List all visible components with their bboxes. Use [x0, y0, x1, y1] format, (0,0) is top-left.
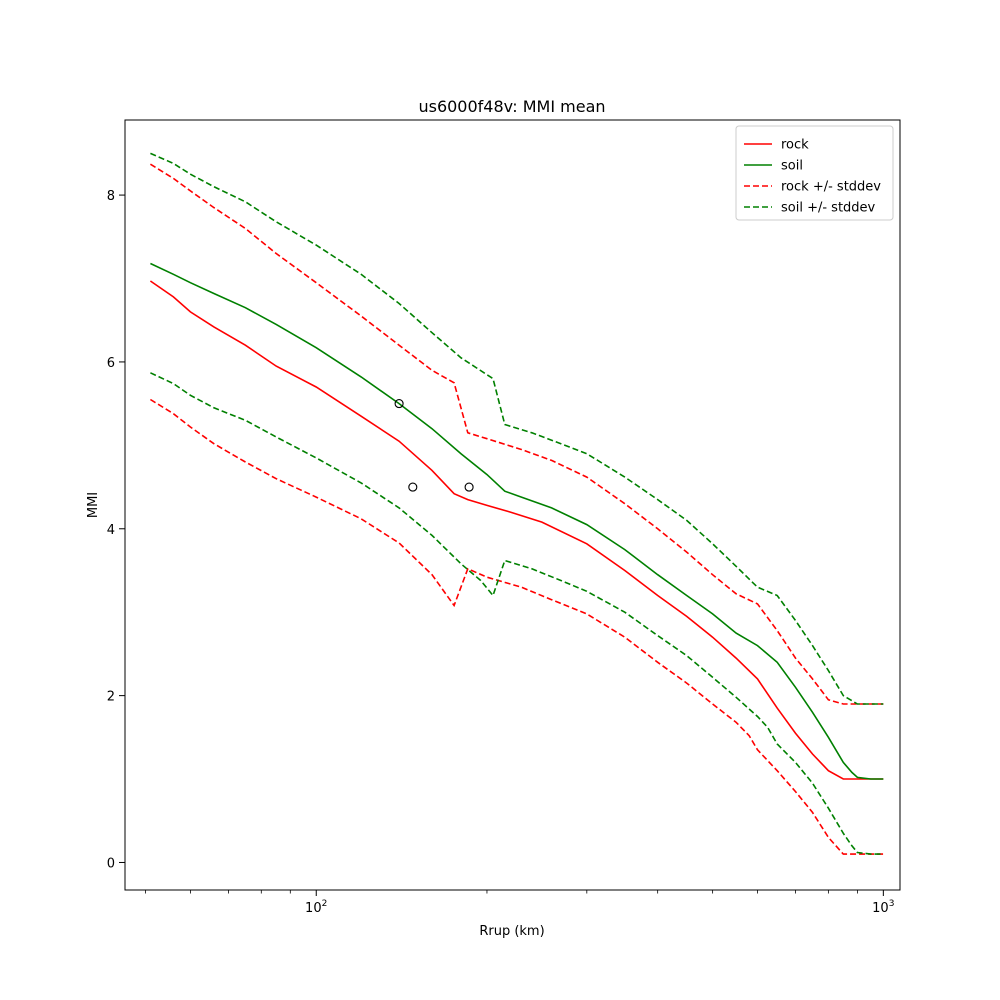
series-line-soil-stddev-lower [150, 372, 884, 855]
series-layer [149, 152, 884, 855]
y-tick-label: 4 [107, 523, 115, 538]
observation-marker-3 [464, 482, 474, 492]
y-axis-label: MMI [86, 492, 101, 518]
series-line-rock [149, 280, 884, 780]
legend-box [735, 125, 894, 221]
x-tick-label: 103 [872, 899, 894, 916]
y-tick-label: 0 [107, 856, 115, 871]
x-tick-label: 102 [305, 899, 327, 916]
legend-label-soil: soil [781, 159, 803, 174]
legend-label-rock-stddev: rock +/- stddev [781, 180, 881, 195]
series-line-rock-stddev-lower [149, 398, 884, 855]
series-line-soil [150, 262, 884, 780]
series-line-rock-stddev [149, 163, 884, 705]
series-line-soil-stddev [150, 152, 884, 705]
plot-background [125, 120, 900, 890]
plot-frame [124, 119, 901, 891]
y-tick-label: 8 [107, 189, 115, 204]
observation-marker-1 [394, 399, 404, 409]
y-tick-label: 2 [107, 690, 115, 705]
y-tick-label: 6 [107, 356, 115, 371]
legend: rock soil rock +/- stddev soil +/- stddev [735, 125, 894, 221]
legend-label-soil-stddev: soil +/- stddev [781, 201, 876, 216]
chart-title: us6000f48v: MMI mean [418, 97, 605, 116]
marker-layer [394, 399, 474, 492]
observation-marker-2 [408, 482, 418, 492]
x-axis-label: Rrup (km) [479, 924, 544, 939]
legend-label-rock: rock [781, 138, 809, 153]
